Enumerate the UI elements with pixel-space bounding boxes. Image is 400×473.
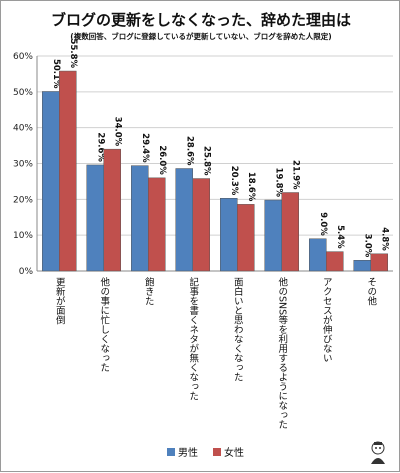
bar-male <box>175 168 193 272</box>
category-label: 面白いと思わなくなった <box>232 277 244 382</box>
value-label: 9.0% <box>318 212 328 236</box>
value-label: 55.8% <box>68 39 78 69</box>
chart-subtitle: (複数回答、ブログに登録しているが更新していない、ブログを辞めた人限定) <box>70 32 332 41</box>
y-tick-label: 20% <box>13 195 33 205</box>
y-tick-label: 50% <box>13 88 33 98</box>
value-label: 20.3% <box>229 166 239 196</box>
category-label: アクセスが伸びない <box>321 277 333 363</box>
value-label: 29.4% <box>140 133 150 163</box>
value-label: 3.0% <box>362 234 372 258</box>
legend-swatch <box>167 448 175 456</box>
value-label: 26.0% <box>157 145 167 175</box>
value-label: 4.8% <box>379 227 389 251</box>
bar-female <box>326 251 344 272</box>
category-label: 記事を書くネタが無くなった <box>187 276 199 400</box>
mascot-logo <box>371 441 385 464</box>
y-tick-label: 60% <box>13 52 33 62</box>
bar-male <box>353 260 371 272</box>
y-tick-label: 10% <box>13 231 33 241</box>
bar-female <box>237 204 255 272</box>
value-label: 50.1% <box>51 59 61 89</box>
value-label: 21.9% <box>290 160 300 190</box>
value-label: 5.4% <box>335 225 345 249</box>
value-label: 18.6% <box>246 172 256 202</box>
category-label: 他のSNS等を利用するようになった <box>276 276 288 429</box>
category-label: 更新が面倒 <box>54 277 66 325</box>
chart-title: ブログの更新をしなくなった、辞めた理由は <box>50 11 351 29</box>
bar-female <box>148 177 166 272</box>
legend-swatch <box>213 448 221 456</box>
value-label: 25.8% <box>201 146 211 176</box>
bar-male <box>264 199 282 272</box>
category-label: 飽きた <box>143 276 155 305</box>
bar-female <box>103 148 121 272</box>
category-label: その他 <box>365 277 377 306</box>
category-label: 他の事に忙しくなった <box>98 276 110 372</box>
legend-label: 女性 <box>224 446 244 459</box>
bar-female <box>370 253 388 272</box>
bar-male <box>131 165 149 272</box>
bar-male <box>42 91 60 272</box>
bar-male <box>220 198 238 272</box>
legend-label: 男性 <box>178 446 198 459</box>
bar-male <box>86 164 104 272</box>
value-label: 19.8% <box>273 168 283 198</box>
bar-female <box>192 178 210 272</box>
y-tick-label: 0% <box>19 267 34 277</box>
value-label: 28.6% <box>184 136 194 166</box>
bar-male <box>309 238 327 272</box>
y-tick-label: 30% <box>13 160 33 170</box>
value-label: 29.6% <box>95 132 105 162</box>
y-tick-label: 40% <box>13 124 33 134</box>
bar-female <box>59 70 77 272</box>
bar-female <box>281 192 299 272</box>
value-label: 34.0% <box>112 117 122 147</box>
